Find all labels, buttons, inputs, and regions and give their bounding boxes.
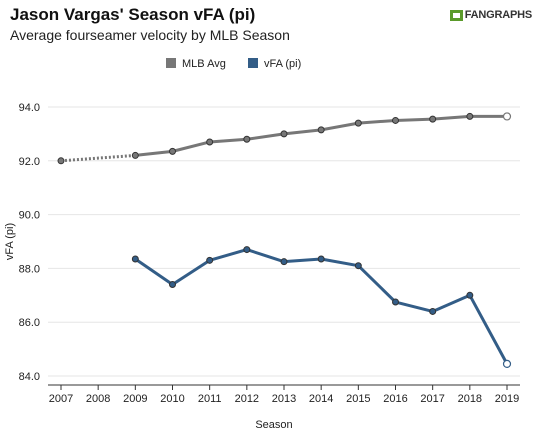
x-tick-label: 2012 xyxy=(235,393,259,405)
x-tick-label: 2010 xyxy=(160,393,184,405)
chart-title: Jason Vargas' Season vFA (pi) xyxy=(10,5,256,24)
y-tick-label: 88.0 xyxy=(19,263,40,275)
y-axis-title: vFA (pi) xyxy=(4,223,16,260)
data-point xyxy=(169,281,176,289)
legend: MLB Avg vFA (pi) xyxy=(166,58,301,70)
legend-swatch-vfa-pi xyxy=(248,58,258,68)
x-tick-label: 2016 xyxy=(383,393,407,405)
data-point xyxy=(206,138,214,146)
data-point xyxy=(502,359,512,368)
x-tick-label: 2019 xyxy=(495,393,519,405)
data-point xyxy=(243,135,251,143)
legend-swatch-mlb-avg xyxy=(166,58,176,68)
x-tick-label: 2017 xyxy=(420,393,444,405)
x-tick-label: 2014 xyxy=(309,393,333,405)
x-tick-label: 2008 xyxy=(86,393,110,405)
y-tick-label: 90.0 xyxy=(19,210,40,222)
series-mlb-avg xyxy=(57,112,512,165)
data-point xyxy=(502,112,512,121)
data-point xyxy=(466,291,474,299)
data-point xyxy=(206,256,214,264)
data-point xyxy=(466,112,474,120)
axes: 84.0 86.0 88.0 90.0 92.0 94.0 2007 2008 2009 2010… xyxy=(19,102,520,405)
data-point xyxy=(169,147,176,155)
series-line xyxy=(135,114,507,157)
x-tick-label: 2009 xyxy=(123,393,147,405)
series-vfa-pi xyxy=(131,246,512,368)
x-tick-label: 2013 xyxy=(272,393,296,405)
legend-label-mlb-avg: MLB Avg xyxy=(182,58,226,70)
fangraphs-logo-text: FANGRAPHS xyxy=(464,9,532,21)
series-line-dashed xyxy=(60,153,136,163)
data-point xyxy=(317,255,325,263)
x-tick-label: 2011 xyxy=(198,393,222,405)
data-point xyxy=(317,126,325,134)
data-point xyxy=(354,119,362,127)
gridlines xyxy=(48,106,520,377)
data-point xyxy=(280,130,288,138)
data-point xyxy=(429,307,437,315)
x-tick-label: 2015 xyxy=(346,393,370,405)
y-tick-label: 94.0 xyxy=(19,102,40,114)
data-point xyxy=(280,258,288,266)
data-point xyxy=(57,157,65,165)
data-point xyxy=(429,115,437,123)
x-tick-label: 2018 xyxy=(458,393,482,405)
series-line xyxy=(134,248,509,365)
y-tick-label: 86.0 xyxy=(19,317,40,329)
y-tick-label: 84.0 xyxy=(19,371,40,383)
fangraphs-logo-icon xyxy=(449,9,463,21)
data-point xyxy=(131,255,139,263)
chart-subtitle: Average fourseamer velocity by MLB Seaso… xyxy=(10,27,290,43)
y-tick-label: 92.0 xyxy=(19,156,40,168)
x-tick-label: 2007 xyxy=(49,393,73,405)
series-layer xyxy=(57,112,512,368)
x-axis-title: Season xyxy=(255,419,292,431)
data-point xyxy=(392,116,399,124)
data-point xyxy=(354,262,362,270)
data-point xyxy=(131,151,139,159)
data-point xyxy=(243,246,251,254)
legend-label-vfa-pi: vFA (pi) xyxy=(264,58,301,70)
fangraphs-logo[interactable]: FANGRAPHS xyxy=(449,9,532,21)
data-point xyxy=(392,298,399,306)
